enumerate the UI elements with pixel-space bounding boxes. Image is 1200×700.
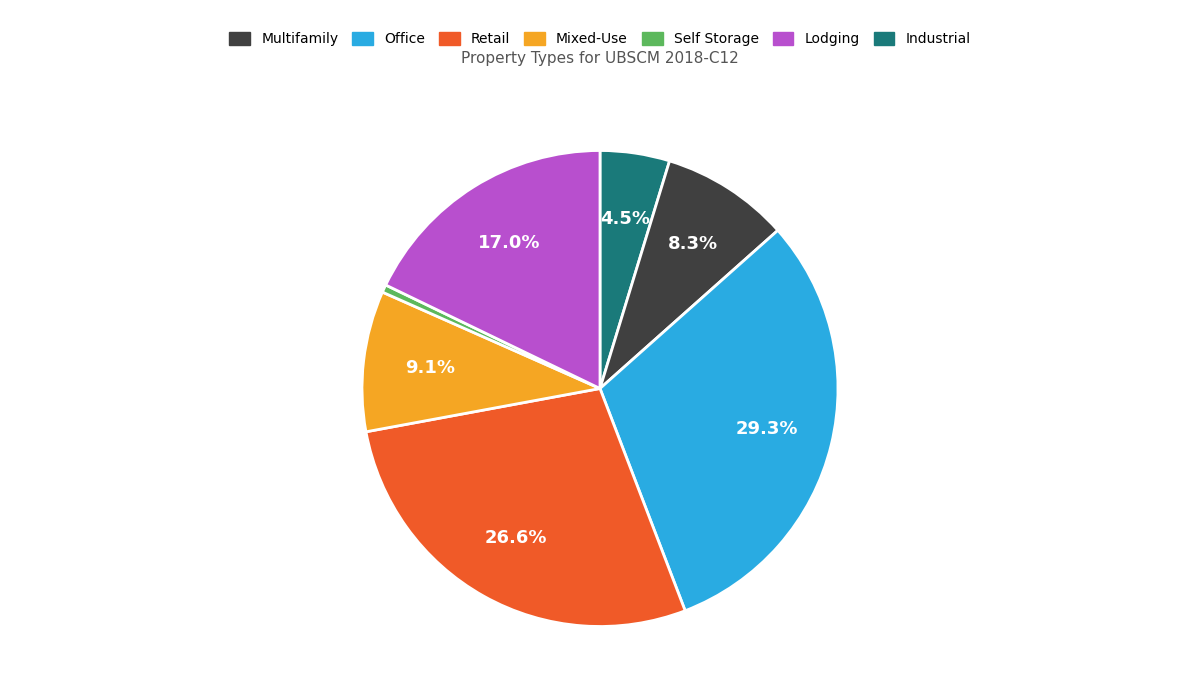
Text: 29.3%: 29.3% [736,420,798,438]
Text: 9.1%: 9.1% [404,360,455,377]
Text: 8.3%: 8.3% [667,235,718,253]
Text: 26.6%: 26.6% [485,529,547,547]
Title: Property Types for UBSCM 2018-C12: Property Types for UBSCM 2018-C12 [461,51,739,66]
Text: 4.5%: 4.5% [600,210,650,228]
Wedge shape [383,285,600,388]
Wedge shape [385,150,600,389]
Text: 17.0%: 17.0% [478,234,540,253]
Wedge shape [600,150,670,389]
Wedge shape [366,389,685,626]
Wedge shape [362,292,600,432]
Wedge shape [600,230,838,610]
Legend: Multifamily, Office, Retail, Mixed-Use, Self Storage, Lodging, Industrial: Multifamily, Office, Retail, Mixed-Use, … [223,27,977,52]
Wedge shape [600,161,778,389]
